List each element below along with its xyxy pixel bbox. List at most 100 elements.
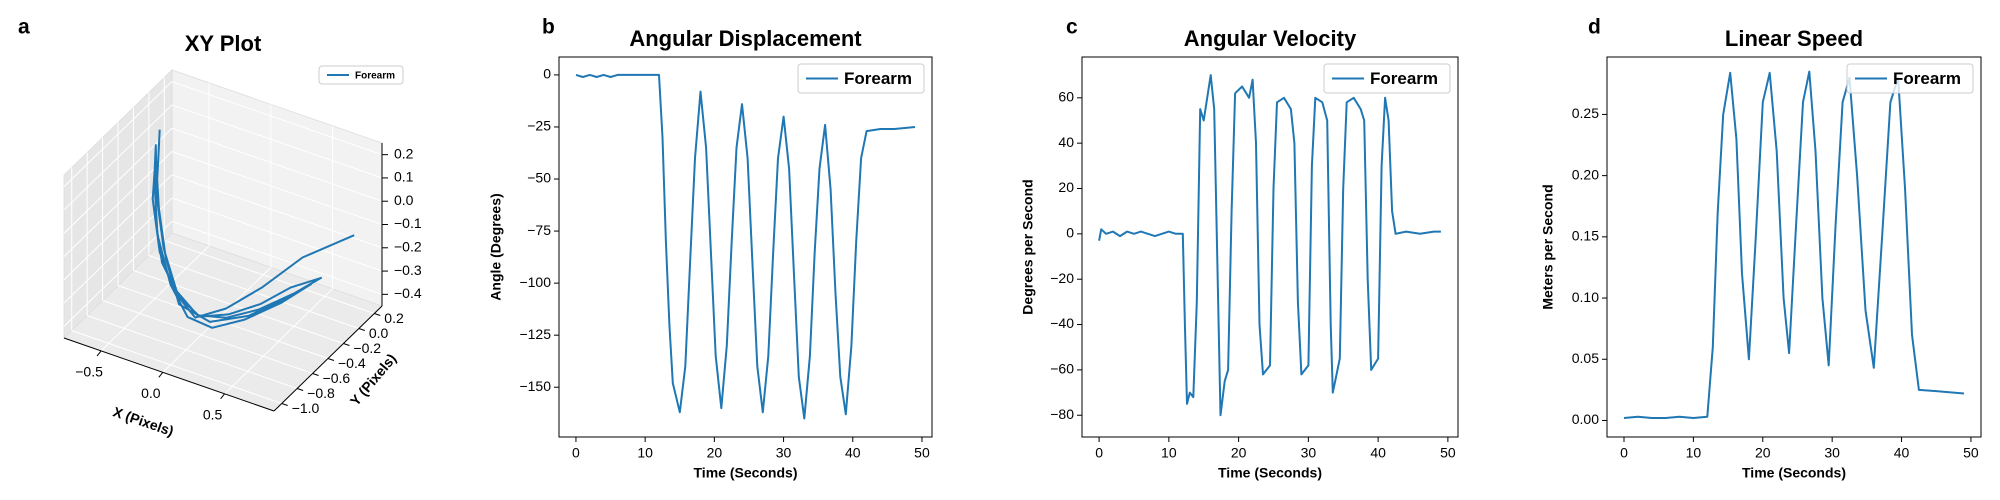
y-axis-label: Angle (Degrees) bbox=[488, 193, 504, 300]
x-tick-label: 30 bbox=[776, 445, 792, 461]
x-tick-label: 0 bbox=[1620, 445, 1628, 461]
y-tick bbox=[374, 313, 381, 316]
y-tick-label: 0.20 bbox=[1572, 166, 1599, 182]
grid-line bbox=[63, 220, 173, 327]
panel-label: b bbox=[542, 16, 555, 39]
chart-title: XY Plot bbox=[185, 31, 262, 56]
y-tick-label: −60 bbox=[1050, 361, 1074, 377]
grid-line bbox=[86, 315, 298, 389]
chart-title: Angular Velocity bbox=[1184, 26, 1357, 51]
y-tick-label: −25 bbox=[527, 118, 551, 134]
grid-line bbox=[63, 104, 173, 211]
x-tick-label: 0 bbox=[1095, 445, 1103, 461]
plot-frame bbox=[1606, 56, 1982, 438]
panel-label: d bbox=[1588, 16, 1601, 39]
y-tick-label: 0.00 bbox=[1572, 411, 1599, 427]
x-axis-label: Time (Seconds) bbox=[1742, 465, 1846, 481]
x-tick-label: 20 bbox=[1231, 445, 1247, 461]
y-tick bbox=[312, 373, 319, 376]
data-line bbox=[151, 129, 355, 329]
x-tick-label: 40 bbox=[1370, 445, 1386, 461]
x-tick-label: 0.5 bbox=[203, 407, 223, 423]
panel-label: a bbox=[18, 16, 30, 39]
x-tick-label: 10 bbox=[1161, 445, 1177, 461]
y-tick-label: 0.15 bbox=[1572, 228, 1599, 244]
x-tick-label: −0.5 bbox=[75, 364, 103, 380]
y-tick-label: −0.8 bbox=[307, 385, 335, 401]
x-axis-label: Time (Seconds) bbox=[694, 465, 798, 481]
z-tick-label: −0.4 bbox=[394, 285, 422, 301]
legend-label: Forearm bbox=[355, 71, 395, 82]
legend-box bbox=[1323, 63, 1451, 94]
y-tick-label: −100 bbox=[519, 274, 551, 290]
grid-line bbox=[63, 81, 173, 188]
x-axis-label: X (Pixels) bbox=[111, 403, 176, 439]
grid-line bbox=[171, 220, 383, 295]
y-tick bbox=[327, 358, 335, 361]
x-tick-label: 20 bbox=[707, 445, 723, 461]
z-tick-label: −0.2 bbox=[394, 238, 422, 254]
grid-line bbox=[133, 270, 344, 344]
y-tick bbox=[296, 388, 304, 391]
x-axis-label: Time (Seconds) bbox=[1218, 465, 1322, 481]
grid-line bbox=[171, 81, 383, 156]
y-tick-label: −40 bbox=[1050, 315, 1074, 331]
legend-label: Forearm bbox=[1370, 69, 1438, 88]
x-tick-label: 10 bbox=[1686, 445, 1702, 461]
axis-line bbox=[273, 305, 383, 412]
x-tick-label: 30 bbox=[1301, 445, 1317, 461]
y-tick-label: 0.25 bbox=[1572, 105, 1599, 121]
grid-line bbox=[102, 300, 313, 374]
x-tick bbox=[96, 350, 102, 357]
x-tick-label: 50 bbox=[1440, 445, 1456, 461]
grid-line bbox=[171, 151, 383, 225]
x-tick-label: 50 bbox=[1963, 445, 1979, 461]
y-tick-label: −150 bbox=[519, 378, 551, 394]
grid-line bbox=[171, 104, 383, 179]
y-tick-label: 0.10 bbox=[1572, 289, 1599, 305]
y-tick-label: 20 bbox=[1058, 179, 1074, 195]
y-axis-label: Meters per Second bbox=[1540, 184, 1556, 309]
data-line bbox=[1098, 74, 1441, 417]
x-tick bbox=[158, 372, 164, 378]
y-tick bbox=[281, 403, 288, 406]
chart-title: Angular Displacement bbox=[629, 26, 862, 51]
y-tick-label: 0.05 bbox=[1572, 350, 1599, 366]
y-tick-label: −0.4 bbox=[338, 355, 366, 371]
grid-line bbox=[171, 174, 383, 249]
y-tick-label: −0.2 bbox=[353, 340, 381, 356]
y-tick-label: 40 bbox=[1058, 134, 1074, 150]
z-tick-label: −0.1 bbox=[394, 215, 422, 231]
y-tick-label: 0 bbox=[1066, 225, 1074, 241]
grid-line bbox=[171, 197, 383, 272]
x-tick-label: 0.0 bbox=[141, 385, 161, 401]
y-tick bbox=[358, 328, 366, 331]
y-tick-label: −80 bbox=[1050, 406, 1074, 422]
plot-frame bbox=[558, 56, 933, 438]
grid-line bbox=[63, 127, 173, 234]
x-tick-label: 50 bbox=[914, 445, 930, 461]
grid-line bbox=[71, 330, 282, 404]
panel-label: c bbox=[1066, 16, 1078, 39]
y-tick bbox=[343, 343, 350, 346]
z-tick-label: 0.1 bbox=[394, 169, 414, 185]
y-tick-label: 0.2 bbox=[384, 310, 404, 326]
plot-frame bbox=[1081, 56, 1459, 438]
y-axis-label: Degrees per Second bbox=[1020, 179, 1036, 314]
x-tick-label: 40 bbox=[845, 445, 861, 461]
y-tick-label: −50 bbox=[527, 170, 551, 186]
legend-box bbox=[1846, 63, 1974, 94]
y-tick-label: −125 bbox=[519, 326, 551, 342]
x-tick-label: 40 bbox=[1894, 445, 1910, 461]
y-tick-label: 60 bbox=[1058, 89, 1074, 105]
grid-line bbox=[164, 240, 375, 314]
z-tick-label: 0.2 bbox=[394, 145, 414, 161]
y-tick-label: −75 bbox=[527, 222, 551, 238]
legend-box bbox=[797, 63, 925, 94]
data-line bbox=[1623, 70, 1965, 419]
z-tick-label: 0.0 bbox=[394, 192, 414, 208]
grid-line bbox=[171, 127, 383, 202]
y-tick-label: 0.0 bbox=[369, 325, 389, 341]
data-line bbox=[575, 73, 916, 420]
